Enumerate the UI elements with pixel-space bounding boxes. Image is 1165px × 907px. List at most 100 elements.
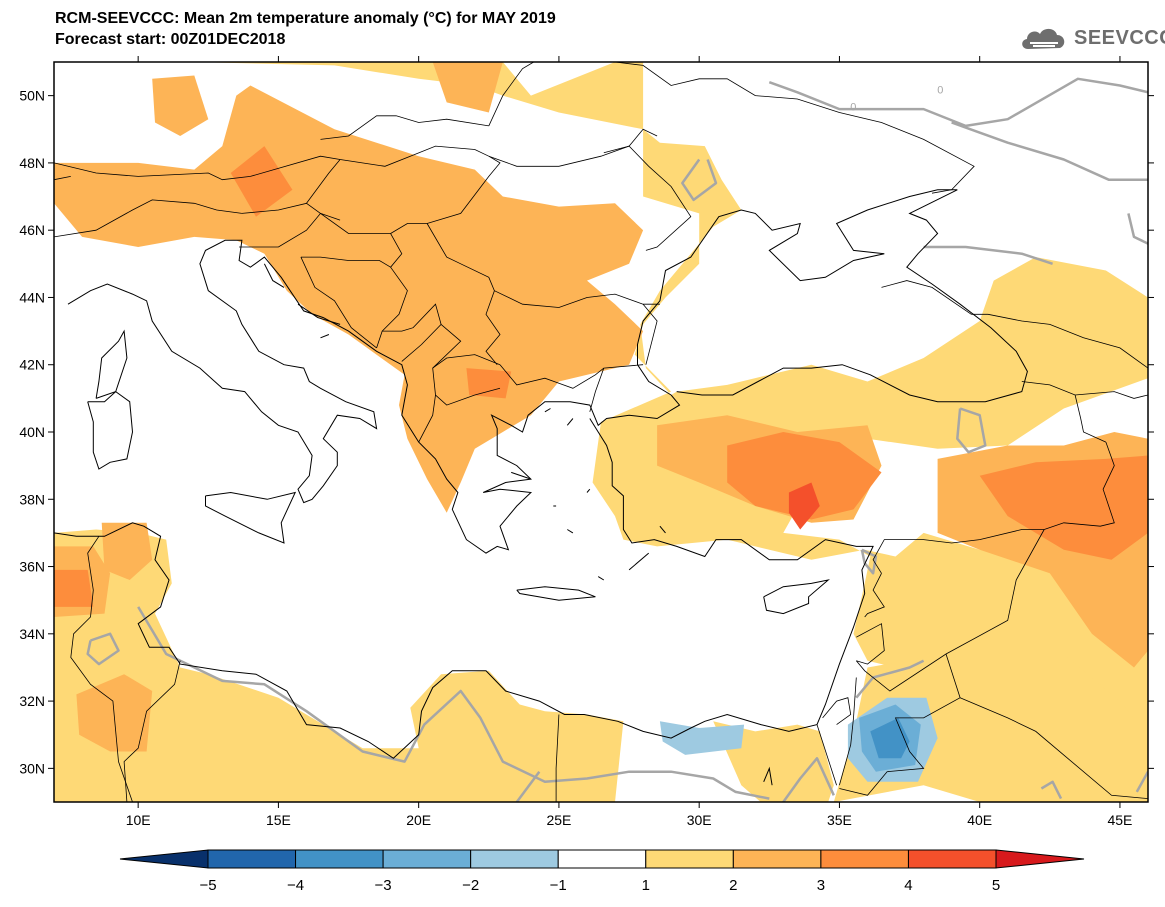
colorbar-segment [732, 849, 822, 869]
coastline [263, 263, 285, 288]
country-border [382, 303, 442, 362]
coastline [566, 418, 574, 426]
lat-tick-label: 32N [19, 693, 45, 709]
country-border [839, 653, 961, 796]
anomaly-region-a23 [432, 62, 503, 113]
lat-tick-label: 36N [19, 559, 45, 575]
country-border [603, 128, 658, 154]
country-border [822, 697, 852, 725]
lon-tick-label: 25E [546, 812, 571, 828]
country-border [816, 724, 837, 786]
lon-tick-label: 35E [827, 812, 852, 828]
colorbar-segment [557, 849, 647, 869]
zero-contour-line [1040, 780, 1063, 800]
country-border [123, 660, 181, 802]
country-border [555, 714, 560, 802]
colorbar-segment [382, 849, 472, 869]
lat-tick-label: 44N [19, 289, 45, 305]
colorbar-segment [470, 849, 559, 869]
country-border [642, 303, 658, 365]
anomaly-region-a34 [466, 368, 512, 399]
colorbar-segment [907, 849, 997, 869]
colorbar-segment [207, 849, 297, 869]
colorbar-label: −4 [287, 877, 304, 894]
coastline [597, 576, 605, 581]
colorbar-label: 1 [642, 877, 650, 894]
country-border [320, 115, 489, 140]
coastline [87, 390, 134, 470]
seevccc-logo: SEEVCCC [1018, 22, 1165, 54]
country-border [340, 145, 489, 167]
chart-title: RCM-SEEVCCC: Mean 2m temperature anomaly… [55, 10, 556, 27]
coastline [95, 329, 128, 399]
country-border [864, 573, 885, 618]
lon-tick-label: 30E [687, 812, 712, 828]
colorbar-label: 2 [729, 877, 737, 894]
coastline [567, 529, 574, 534]
anomaly-region-a23 [54, 85, 644, 513]
lon-tick-label: 15E [266, 812, 291, 828]
colorbar-label: 3 [817, 877, 825, 894]
contour-label: 0 [937, 85, 943, 97]
country-border [1074, 394, 1107, 443]
country-border [614, 62, 975, 194]
anomaly-region-a34 [54, 569, 94, 607]
forecast-start-subtitle: Forecast start: 00Z01DEC2018 [55, 31, 286, 48]
zero-contour-line [923, 245, 1053, 265]
country-border [1021, 381, 1148, 399]
coastline [511, 471, 532, 480]
coastline [763, 766, 773, 786]
colorbar-label: −2 [462, 877, 479, 894]
country-border [488, 62, 534, 127]
country-border [418, 394, 436, 443]
country-border [488, 145, 692, 251]
country-border [872, 529, 1045, 574]
lat-tick-label: 50N [19, 88, 45, 104]
coastline [516, 586, 596, 601]
colorbar-label: −5 [199, 877, 216, 894]
coastline [205, 491, 297, 544]
coastline [320, 334, 330, 339]
anomaly-region-b12 [659, 721, 745, 755]
lon-tick-label: 45E [1107, 812, 1132, 828]
country-border [306, 159, 341, 204]
zero-contour-line [782, 757, 835, 802]
anomaly-region-a23 [152, 75, 209, 136]
anomaly-region-a23 [101, 522, 153, 580]
country-borders [54, 62, 1148, 802]
axis-ticks: 50N 48N 46N 44N 42N 40N 38N 36N 34N 32N 30N 10E 15E 2… [19, 56, 1154, 828]
lat-tick-label: 38N [19, 491, 45, 507]
coastline [67, 239, 681, 554]
lon-tick-label: 40E [967, 812, 992, 828]
lat-tick-label: 48N [19, 155, 45, 171]
country-border [432, 354, 501, 406]
coastline [637, 189, 1028, 403]
country-border [54, 155, 341, 181]
country-border [589, 367, 605, 412]
country-border [241, 202, 321, 214]
country-border [239, 212, 408, 349]
zero-contour-line [956, 407, 987, 454]
anomaly-region-a12 [54, 529, 624, 802]
anomaly-region-a12 [713, 721, 834, 802]
zero-contour-line [681, 158, 718, 202]
logo-text: SEEVCCC [1074, 26, 1165, 49]
country-border [839, 677, 857, 786]
lat-tick-label: 34N [19, 626, 45, 642]
country-border [320, 213, 341, 221]
zero-contour-line [86, 632, 120, 666]
country-border [959, 697, 1148, 799]
colorbar-label: 4 [904, 877, 912, 894]
anomaly-region-a34 [727, 432, 882, 520]
zero-contour-line [1135, 771, 1148, 793]
coastline [54, 418, 874, 759]
zero-contours [86, 77, 1148, 802]
country-border [54, 199, 242, 238]
zero-contour-line [768, 77, 1148, 128]
colorbar-segment [295, 849, 384, 869]
anomaly-region-a34 [979, 455, 1148, 560]
country-border [881, 280, 972, 315]
coastline [763, 579, 830, 615]
coastline [586, 488, 591, 493]
